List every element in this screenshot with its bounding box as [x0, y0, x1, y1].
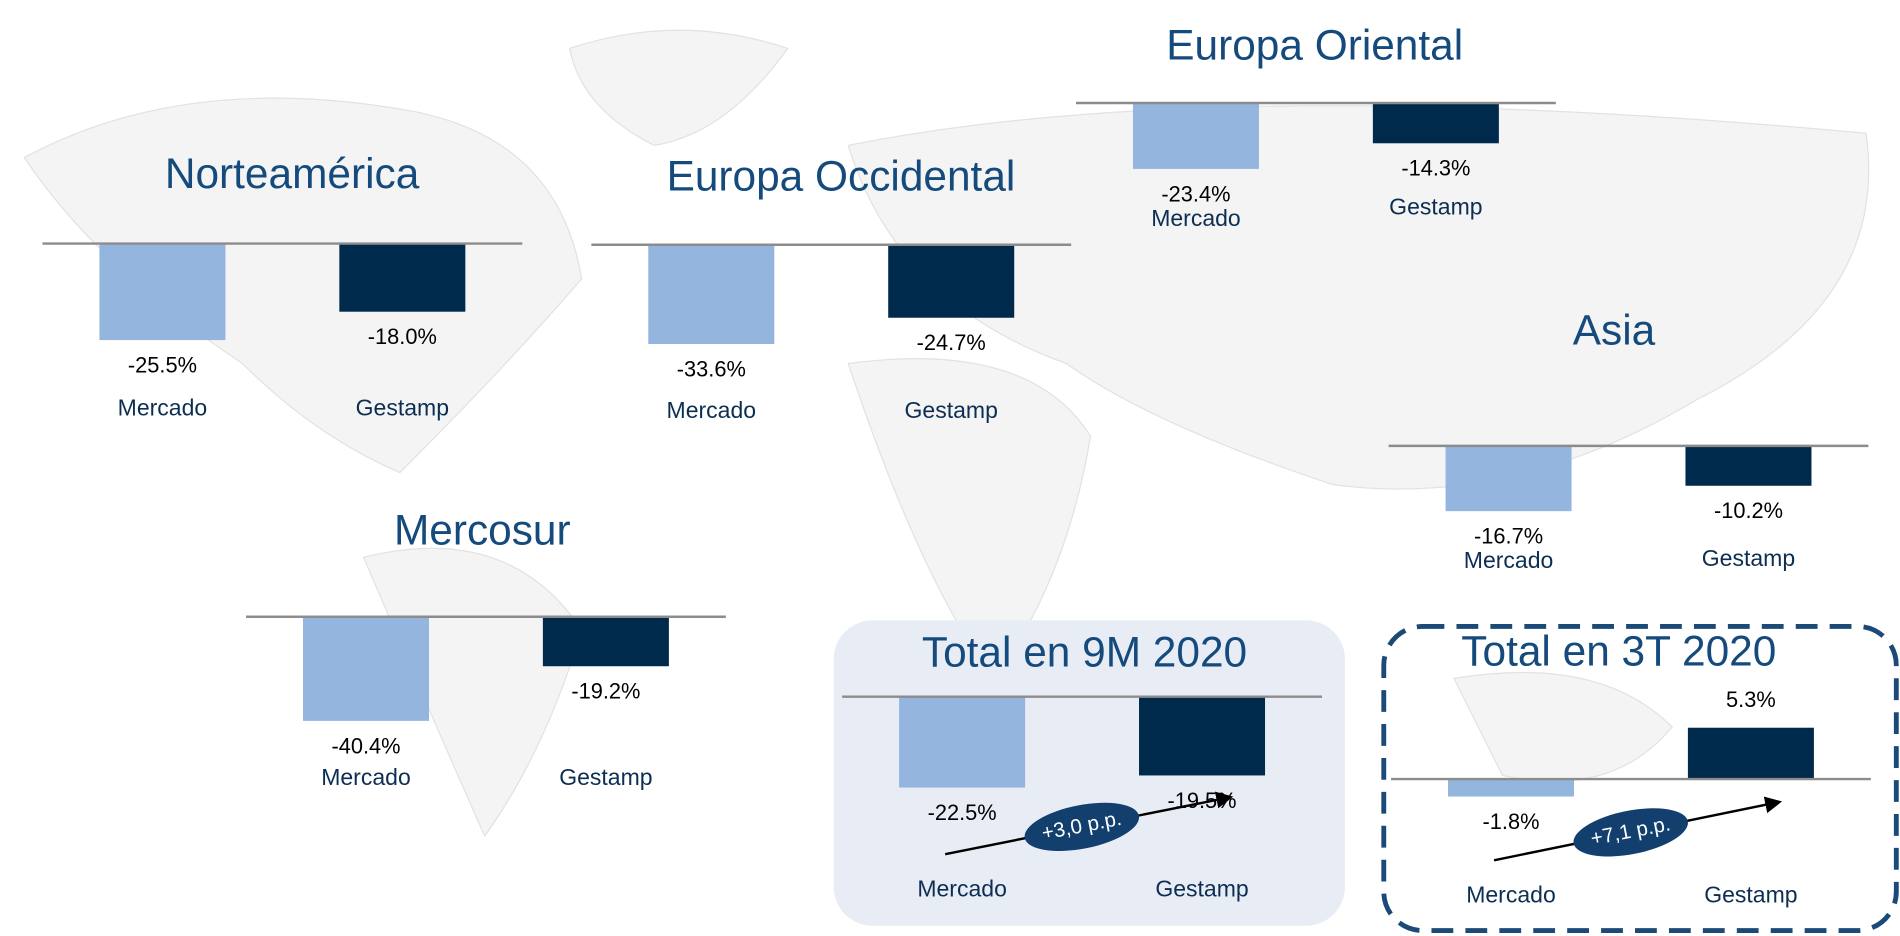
value-label: -1.8% [1483, 809, 1540, 834]
value-label: -33.6% [677, 356, 746, 381]
bar [339, 243, 466, 312]
value-label: -40.4% [331, 733, 400, 758]
value-label: -18.0% [368, 324, 437, 349]
bar [542, 616, 669, 667]
bar [1445, 445, 1572, 512]
value-label: -19.5% [1167, 788, 1236, 813]
category-label: Mercado [118, 395, 208, 421]
bar [1687, 727, 1814, 780]
value-label: -14.3% [1401, 156, 1470, 181]
bar [1685, 445, 1812, 486]
chart-title: Asia [1573, 306, 1656, 353]
value-label: -16.7% [1474, 524, 1543, 549]
category-label: Gestamp [905, 397, 998, 423]
bar [899, 696, 1026, 788]
category-label: Mercado [1151, 205, 1241, 231]
map-background [23, 29, 1870, 838]
chart-title: Europa Oriental [1166, 22, 1463, 69]
chart-title: Mercosur [394, 506, 571, 553]
value-label: -22.5% [928, 800, 997, 825]
value-label: -23.4% [1161, 181, 1230, 206]
category-label: Mercado [1464, 547, 1554, 573]
bar [1447, 779, 1574, 797]
value-label: -10.2% [1714, 498, 1783, 523]
bar [1139, 696, 1266, 776]
bar [1372, 102, 1499, 144]
category-label: Mercado [1466, 882, 1556, 908]
annotation-badge [1024, 802, 1140, 851]
annotation-badge [1573, 808, 1688, 857]
value-label: -24.7% [917, 330, 986, 355]
category-label: Mercado [321, 764, 411, 790]
category-label: Gestamp [559, 764, 652, 790]
bar [302, 616, 429, 721]
category-label: Gestamp [1704, 882, 1797, 908]
category-label: Mercado [667, 397, 757, 423]
category-label: Gestamp [1155, 876, 1248, 902]
panel-3t [1381, 624, 1899, 933]
chart-title: Europa Occidental [667, 153, 1016, 200]
category-label: Gestamp [356, 395, 449, 421]
chart-title: Total en 9M 2020 [922, 629, 1247, 676]
category-label: Gestamp [1702, 545, 1795, 571]
chart-title: Norteamérica [165, 150, 420, 197]
bar [99, 243, 226, 341]
category-label: Gestamp [1389, 193, 1482, 219]
value-label: 5.3% [1726, 687, 1776, 712]
bar [1132, 102, 1259, 169]
value-label: -25.5% [128, 353, 197, 378]
value-label: -19.2% [571, 679, 640, 704]
category-label: Mercado [917, 876, 1007, 902]
bar [888, 244, 1015, 318]
chart-title: Total en 3T 2020 [1461, 627, 1776, 674]
bar [648, 244, 775, 345]
